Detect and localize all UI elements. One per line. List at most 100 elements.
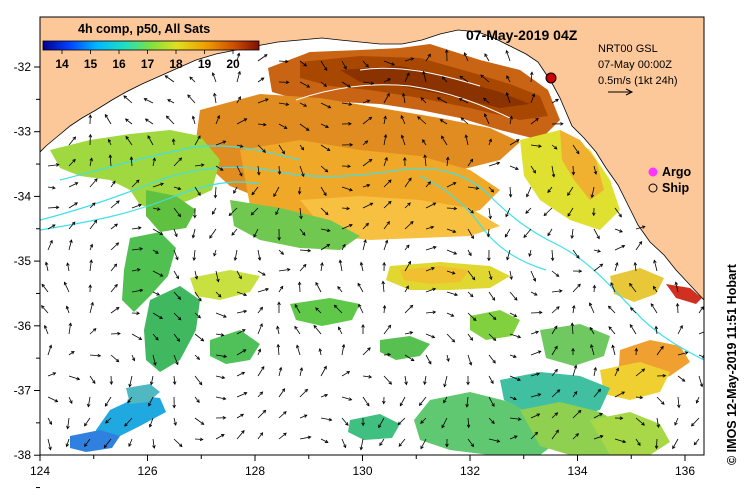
current-arrow-head: [537, 393, 542, 397]
current-arrow: [187, 94, 196, 104]
current-arrow-head: [517, 377, 521, 381]
current-arrow: [214, 186, 217, 198]
current-arrow-head: [92, 380, 96, 385]
current-arrow: [89, 260, 92, 272]
current-arrow: [150, 375, 154, 385]
current-arrow-head: [608, 326, 613, 330]
current-arrow-head: [259, 391, 264, 396]
current-arrow-head: [338, 259, 343, 264]
current-arrow: [173, 157, 182, 167]
current-arrow-head: [588, 302, 593, 307]
current-arrow-head: [472, 317, 477, 322]
info-product: NRT00 GSL: [598, 43, 658, 55]
current-arrow: [257, 323, 263, 335]
current-arrow: [593, 263, 603, 272]
current-arrow-head: [211, 211, 216, 215]
current-arrow: [614, 391, 625, 398]
current-arrow: [446, 157, 449, 167]
current-arrow-head: [677, 404, 681, 409]
current-arrow: [276, 326, 280, 335]
current-arrow: [144, 98, 154, 104]
current-arrow: [338, 326, 343, 335]
current-arrow: [148, 396, 154, 407]
current-arrow: [629, 283, 637, 293]
current-arrow-head: [138, 203, 142, 208]
current-arrow-head: [700, 306, 704, 310]
current-arrow-head: [88, 114, 93, 118]
current-arrow-head: [422, 70, 426, 75]
current-arrow-head: [470, 209, 474, 214]
current-arrow-head: [407, 260, 412, 265]
current-arrow-head: [526, 193, 530, 198]
current-arrow: [551, 249, 554, 261]
current-arrow-head: [192, 257, 196, 262]
current-arrow-head: [88, 284, 92, 288]
current-arrow: [467, 354, 472, 366]
current-arrow: [257, 432, 263, 440]
current-arrow-head: [303, 414, 308, 418]
current-arrow: [362, 60, 369, 68]
current-arrow-head: [637, 442, 641, 446]
current-arrow-head: [387, 78, 391, 82]
current-arrow: [130, 157, 133, 167]
current-arrow: [383, 325, 391, 335]
current-arrow-head: [265, 287, 270, 292]
current-arrow: [215, 375, 225, 379]
current-arrow-head: [323, 83, 328, 87]
argo-legend-label: Argo: [662, 165, 692, 179]
current-arrow-head: [143, 98, 148, 102]
current-arrow-head: [273, 193, 277, 198]
current-arrow: [320, 207, 329, 215]
current-arrow: [339, 260, 343, 272]
current-arrow-head: [196, 399, 200, 403]
current-arrow: [110, 354, 120, 363]
current-arrow: [209, 228, 217, 239]
current-arrow: [236, 413, 244, 419]
current-arrow-head: [191, 115, 196, 120]
current-arrow: [362, 375, 372, 378]
current-arrow-head: [695, 399, 700, 404]
current-arrow: [423, 71, 427, 83]
current-arrow: [593, 228, 600, 239]
current-arrow: [194, 186, 201, 196]
current-arrow: [45, 262, 49, 272]
current-arrow-head: [231, 232, 235, 236]
current-arrow: [635, 368, 645, 377]
current-arrow: [189, 76, 196, 83]
current-arrow: [320, 102, 331, 109]
current-arrow: [320, 438, 329, 443]
current-arrow-head: [213, 92, 217, 97]
current-arrow: [383, 60, 395, 66]
current-arrow: [152, 183, 164, 188]
current-arrow-head: [532, 169, 536, 174]
current-arrow-head: [300, 146, 305, 151]
current-arrow-head: [567, 213, 571, 217]
current-arrow: [257, 307, 263, 314]
current-arrow-head: [198, 381, 203, 386]
current-arrow: [467, 159, 474, 167]
current-arrow-head: [597, 249, 601, 253]
current-arrow: [593, 389, 601, 398]
ship-marker: [545, 72, 557, 84]
current-arrow-head: [378, 424, 382, 429]
current-arrow-head: [364, 140, 369, 144]
current-arrow: [362, 99, 370, 104]
current-arrow-head: [278, 366, 283, 371]
current-arrow-head: [423, 154, 427, 159]
current-arrow-head: [621, 245, 626, 249]
current-arrow-head: [593, 171, 598, 175]
current-arrow: [236, 430, 245, 440]
current-arrow-head: [458, 98, 463, 102]
current-arrow: [590, 344, 595, 356]
current-arrow-head: [48, 421, 52, 425]
current-arrow-head: [656, 424, 660, 428]
current-arrow-head: [387, 324, 392, 329]
current-arrow-head: [575, 433, 579, 437]
current-arrow: [173, 375, 176, 385]
current-arrow-head: [638, 240, 643, 245]
current-arrow: [131, 354, 135, 361]
current-arrow-head: [346, 206, 351, 211]
current-arrow-head: [243, 118, 248, 122]
current-arrow-head: [410, 220, 414, 225]
current-arrow: [443, 396, 448, 403]
